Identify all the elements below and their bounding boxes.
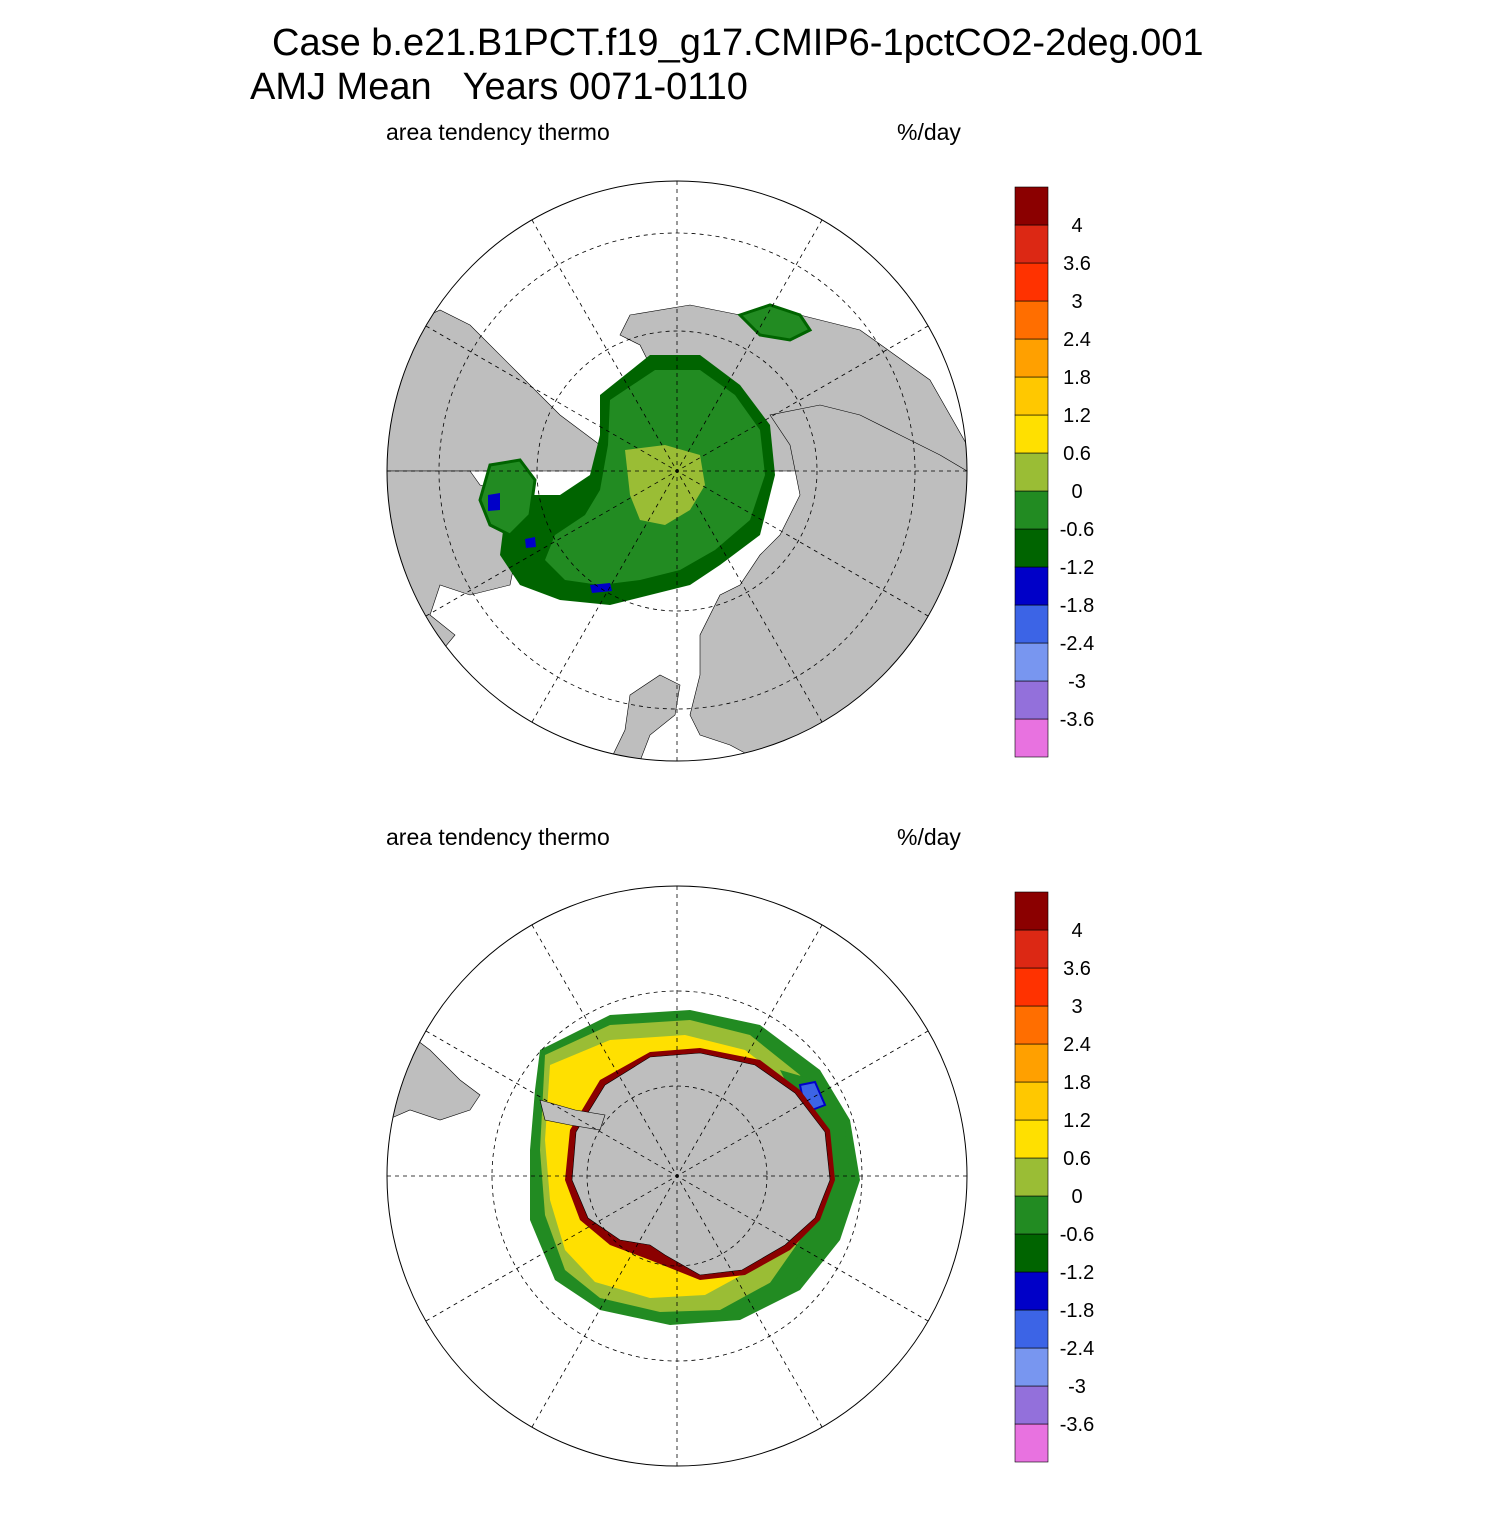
south-colorbar-tick-label: 1.8 <box>1063 1072 1091 1094</box>
north-colorbar-swatch <box>1014 642 1049 682</box>
south-colorbar-swatch <box>1014 1043 1049 1083</box>
south-colorbar-swatch <box>1014 1271 1049 1311</box>
south-colorbar-swatch <box>1014 1157 1049 1197</box>
north-hudson-bay-ice <box>478 458 537 537</box>
north-map-border <box>386 180 968 762</box>
north-panel: area tendency thermo %/day <box>0 115 1500 815</box>
north-colorbar-tick-label: 2.4 <box>1063 329 1091 351</box>
north-colorbar-swatch <box>1014 300 1049 340</box>
south-colorbar-swatch <box>1014 891 1049 931</box>
north-colorbar-swatch <box>1014 338 1049 378</box>
south-colorbar-tick-label: -2.4 <box>1060 1338 1094 1360</box>
north-colorbar-swatch <box>1014 490 1049 530</box>
north-map <box>387 181 967 761</box>
north-map-svg: 4 3.6 3 2.4 1.8 1.2 0.6 0 -0.6 -1.2 -1.8 -2.4 -3 -3.6 <box>386 180 1094 762</box>
north-colorbar-swatch <box>1014 224 1049 264</box>
north-land-europe-west <box>609 674 681 761</box>
north-colorbar-tick-label: -0.6 <box>1060 519 1094 541</box>
south-colorbar-swatch <box>1014 1423 1049 1463</box>
south-map-svg: 4 3.6 3 2.4 1.8 1.2 0.6 0 -0.6 -1.2 -1.8 -2.4 -3 -3.6 <box>386 885 1094 1467</box>
south-map <box>387 886 967 1466</box>
north-colorbar-tick-label: -3.6 <box>1060 709 1094 731</box>
north-blue-patch-1 <box>488 493 500 511</box>
south-colorbar-tick-label: 1.2 <box>1063 1110 1091 1132</box>
north-colorbar-tick-label: 1.8 <box>1063 367 1091 389</box>
south-colorbar: 4 3.6 3 2.4 1.8 1.2 0.6 0 -0.6 -1.2 -1.8 -2.4 -3 -3.6 <box>1014 891 1094 1463</box>
north-colorbar: 4 3.6 3 2.4 1.8 1.2 0.6 0 -0.6 -1.2 -1.8 -2.4 -3 -3.6 <box>1014 186 1094 758</box>
south-ice-green-east <box>765 1070 850 1290</box>
south-map-border <box>386 885 968 1467</box>
north-colorbar-swatch <box>1014 718 1049 758</box>
south-colorbar-tick-label: 0 <box>1071 1186 1082 1208</box>
north-colorbar-tick-label: 4 <box>1071 215 1082 237</box>
north-colorbar-swatch <box>1014 186 1049 226</box>
north-colorbar-swatch <box>1014 680 1049 720</box>
north-colorbar-tick-label: -3 <box>1068 671 1086 693</box>
north-blue-patch-2 <box>525 537 536 548</box>
south-colorbar-swatch <box>1014 929 1049 969</box>
south-colorbar-swatch <box>1014 1081 1049 1121</box>
north-colorbar-swatch <box>1014 566 1049 606</box>
south-colorbar-swatch <box>1014 1347 1049 1387</box>
south-colorbar-tick-label: 0.6 <box>1063 1148 1091 1170</box>
north-colorbar-swatch <box>1014 262 1049 302</box>
north-colorbar-tick-label: 3 <box>1071 291 1082 313</box>
north-colorbar-swatch <box>1014 528 1049 568</box>
south-colorbar-tick-label: 4 <box>1071 920 1082 942</box>
south-colorbar-tick-label: 2.4 <box>1063 1034 1091 1056</box>
south-left-label: area tendency thermo <box>386 824 610 850</box>
north-left-label: area tendency thermo <box>386 119 610 145</box>
south-colorbar-swatch <box>1014 1309 1049 1349</box>
south-panel: area tendency thermo %/day <box>0 820 1500 1520</box>
south-colorbar-swatch <box>1014 1385 1049 1425</box>
south-land-antarctica <box>571 1052 831 1276</box>
south-units-label: %/day <box>897 824 961 850</box>
south-colorbar-swatch <box>1014 967 1049 1007</box>
north-colorbar-swatch <box>1014 604 1049 644</box>
north-colorbar-tick-label: -1.2 <box>1060 557 1094 579</box>
north-colorbar-swatch <box>1014 414 1049 454</box>
north-graticule <box>387 181 967 761</box>
north-colorbar-tick-label: 3.6 <box>1063 253 1091 275</box>
north-colorbar-tick-label: 0.6 <box>1063 443 1091 465</box>
north-blue-patch-3 <box>590 583 612 593</box>
south-colorbar-tick-label: 3.6 <box>1063 958 1091 980</box>
figure-title-line-2: AMJ Mean Years 0071-0110 <box>250 66 748 108</box>
north-ice-light-green-region <box>625 445 705 525</box>
south-colorbar-swatch <box>1014 1119 1049 1159</box>
north-units-label: %/day <box>897 119 961 145</box>
south-colorbar-tick-label: 3 <box>1071 996 1082 1018</box>
north-colorbar-tick-label: -1.8 <box>1060 595 1094 617</box>
north-colorbar-tick-label: -2.4 <box>1060 633 1094 655</box>
south-graticule <box>387 886 967 1466</box>
north-colorbar-tick-label: 1.2 <box>1063 405 1091 427</box>
south-colorbar-tick-label: -3 <box>1068 1376 1086 1398</box>
south-colorbar-swatch <box>1014 1005 1049 1045</box>
south-colorbar-tick-label: -0.6 <box>1060 1224 1094 1246</box>
south-colorbar-tick-label: -3.6 <box>1060 1414 1094 1436</box>
south-colorbar-tick-label: -1.2 <box>1060 1262 1094 1284</box>
north-colorbar-swatch <box>1014 452 1049 492</box>
south-colorbar-swatch <box>1014 1233 1049 1273</box>
south-colorbar-swatch <box>1014 1195 1049 1235</box>
north-colorbar-tick-label: 0 <box>1071 481 1082 503</box>
south-colorbar-tick-label: -1.8 <box>1060 1300 1094 1322</box>
north-colorbar-swatch <box>1014 376 1049 416</box>
figure-title-line-1: Case b.e21.B1PCT.f19_g17.CMIP6-1pctCO2-2… <box>272 22 1204 64</box>
